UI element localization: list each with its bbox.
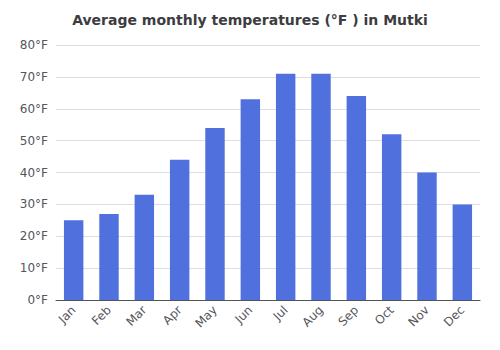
- svg-text:Jan: Jan: [55, 303, 79, 327]
- svg-text:30°F: 30°F: [20, 197, 48, 211]
- svg-text:80°F: 80°F: [20, 38, 48, 52]
- svg-text:Jul: Jul: [270, 303, 291, 324]
- svg-text:Nov: Nov: [406, 303, 432, 329]
- svg-text:40°F: 40°F: [20, 166, 48, 180]
- svg-text:50°F: 50°F: [20, 134, 48, 148]
- svg-text:Average monthly temperatures (: Average monthly temperatures (°F ) in Mu…: [72, 12, 428, 28]
- svg-text:10°F: 10°F: [20, 261, 48, 275]
- svg-text:Apr: Apr: [160, 303, 185, 328]
- svg-text:Feb: Feb: [89, 303, 114, 328]
- svg-text:Oct: Oct: [372, 303, 397, 328]
- svg-text:Aug: Aug: [299, 303, 325, 329]
- svg-text:20°F: 20°F: [20, 229, 48, 243]
- svg-text:0°F: 0°F: [27, 293, 48, 307]
- svg-text:70°F: 70°F: [20, 70, 48, 84]
- svg-text:60°F: 60°F: [20, 102, 48, 116]
- svg-text:Dec: Dec: [441, 303, 467, 329]
- svg-text:May: May: [193, 303, 220, 330]
- svg-text:Sep: Sep: [335, 303, 361, 329]
- svg-text:Mar: Mar: [123, 303, 149, 329]
- svg-text:Jun: Jun: [231, 303, 255, 327]
